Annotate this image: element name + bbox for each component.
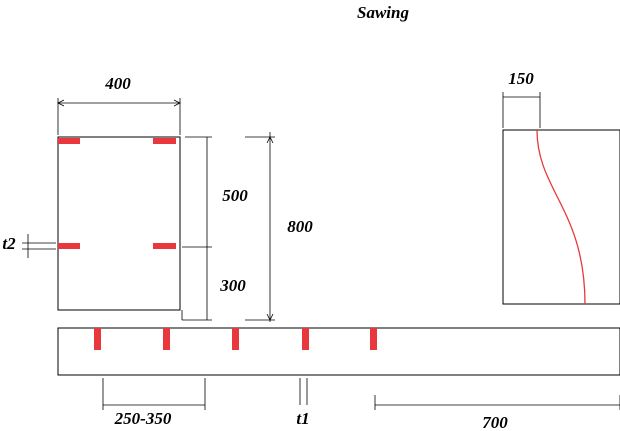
dimension-line xyxy=(102,378,620,410)
dimension-label: 700 xyxy=(482,413,508,431)
board xyxy=(57,327,620,376)
cut-mark xyxy=(58,138,80,144)
dimension-label: 150 xyxy=(508,69,534,88)
dimension-line xyxy=(57,98,181,135)
log-side xyxy=(502,129,620,305)
dimension-line xyxy=(181,136,212,321)
dimension-label: t2 xyxy=(2,234,16,253)
saw-curve xyxy=(536,129,586,305)
cut-mark xyxy=(163,328,170,350)
dimension-label: 250-350 xyxy=(114,409,172,428)
log-section xyxy=(57,136,181,311)
dimension-label: 300 xyxy=(219,276,246,295)
dimension-label: 500 xyxy=(222,186,248,205)
title: Sawing xyxy=(357,3,409,22)
cut-mark xyxy=(58,243,80,249)
dimension-label: t1 xyxy=(296,409,309,428)
cut-mark xyxy=(153,138,176,144)
dimension-label: 400 xyxy=(104,74,131,93)
dimension-line xyxy=(22,234,56,258)
dimension-line xyxy=(245,132,275,322)
cut-mark xyxy=(153,243,176,249)
dimension-label: 800 xyxy=(287,217,313,236)
cut-mark xyxy=(232,328,239,350)
cut-mark xyxy=(370,328,377,350)
dimension-line xyxy=(502,92,541,128)
cut-mark xyxy=(94,328,101,350)
cut-mark xyxy=(302,328,309,350)
